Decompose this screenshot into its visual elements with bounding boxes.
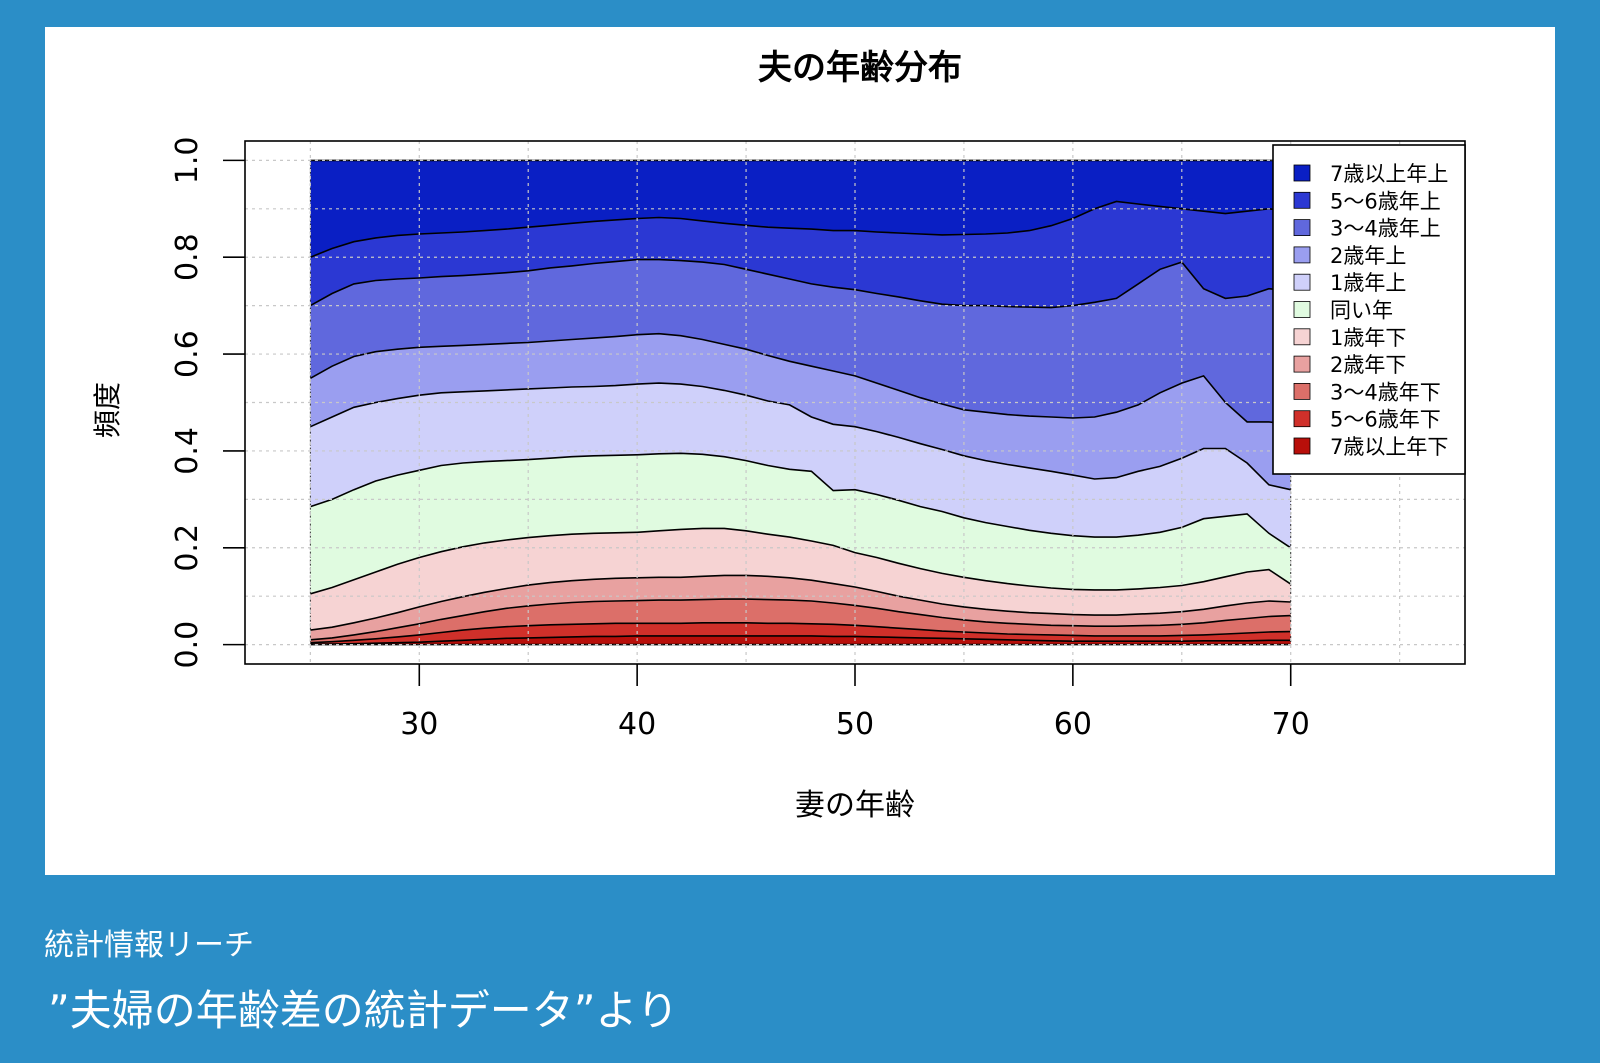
series-line [310, 598, 1291, 641]
series-line [310, 574, 1291, 631]
area-band [310, 528, 1291, 631]
legend-swatch [1293, 219, 1311, 237]
legend-swatch [1293, 246, 1311, 264]
legend-label: 7歳以上年下 [1330, 435, 1448, 459]
legend-label: 5～6歳年下 [1330, 408, 1441, 432]
legend-swatch [1293, 164, 1311, 182]
legend-swatch [1293, 328, 1311, 346]
y-axis-label: 頻度 [91, 382, 124, 438]
legend-swatch [1293, 437, 1311, 455]
chart-title: 夫の年齢分布 [758, 48, 962, 88]
chart-panel: 夫の年齢分布 頻度 妻の年齢 30 40 50 60 70 0.0 0.2 0.4 0.6 0.8… [45, 27, 1555, 875]
legend-label: 同い年 [1330, 299, 1393, 323]
area-band [310, 453, 1291, 594]
series-line [310, 200, 1291, 258]
legend-swatch [1293, 191, 1311, 209]
legend-label: 2歳年上 [1330, 244, 1406, 268]
chart: 夫の年齢分布 頻度 妻の年齢 30 40 50 60 70 0.0 0.2 0.4 0.6 0.8… [91, 48, 1466, 823]
area-band [310, 201, 1291, 308]
series-line [310, 258, 1291, 309]
x-tick-label: 30 [400, 707, 438, 742]
legend-label: 3～4歳年下 [1330, 380, 1441, 404]
legend-label: 1歳年上 [1330, 271, 1406, 295]
series-line [310, 332, 1291, 426]
y-tick-label: 0.0 [170, 621, 205, 669]
y-tick-label: 0.4 [170, 427, 205, 475]
caption-text: ”夫婦の年齢差の統計データ”より [48, 986, 679, 1035]
legend-label: 2歳年下 [1330, 353, 1406, 377]
legend-swatch [1293, 273, 1311, 291]
series-line [310, 635, 1291, 645]
legend-swatch [1293, 410, 1311, 428]
legend-swatch [1293, 301, 1311, 318]
legend-label: 7歳以上年上 [1330, 162, 1448, 186]
legend-swatch [1293, 382, 1311, 400]
series-line [310, 382, 1291, 491]
area-band [310, 635, 1291, 645]
legend-label: 1歳年下 [1330, 326, 1406, 350]
legend-label: 5～6歳年上 [1330, 189, 1441, 213]
legend-label: 3～4歳年上 [1330, 217, 1441, 241]
area-band [310, 622, 1291, 645]
series-line [310, 452, 1292, 549]
source-text: 統計情報リーチ [44, 928, 254, 963]
x-axis-label: 妻の年齢 [795, 788, 915, 823]
series-line [310, 527, 1292, 595]
area-band [310, 599, 1291, 643]
area-band [310, 259, 1291, 425]
x-tick-label: 40 [618, 707, 656, 742]
y-tick-label: 0.6 [170, 330, 205, 378]
area-band [310, 575, 1291, 640]
y-tick-label: 0.8 [170, 233, 205, 281]
series-line [310, 621, 1291, 644]
y-tick-label: 1.0 [170, 137, 205, 185]
x-tick-label: 60 [1054, 707, 1092, 742]
x-tick-label: 50 [836, 707, 874, 742]
x-tick-label: 70 [1272, 707, 1310, 742]
area-band [310, 383, 1291, 548]
y-tick-label: 0.2 [170, 524, 205, 572]
legend-swatch [1293, 355, 1311, 373]
